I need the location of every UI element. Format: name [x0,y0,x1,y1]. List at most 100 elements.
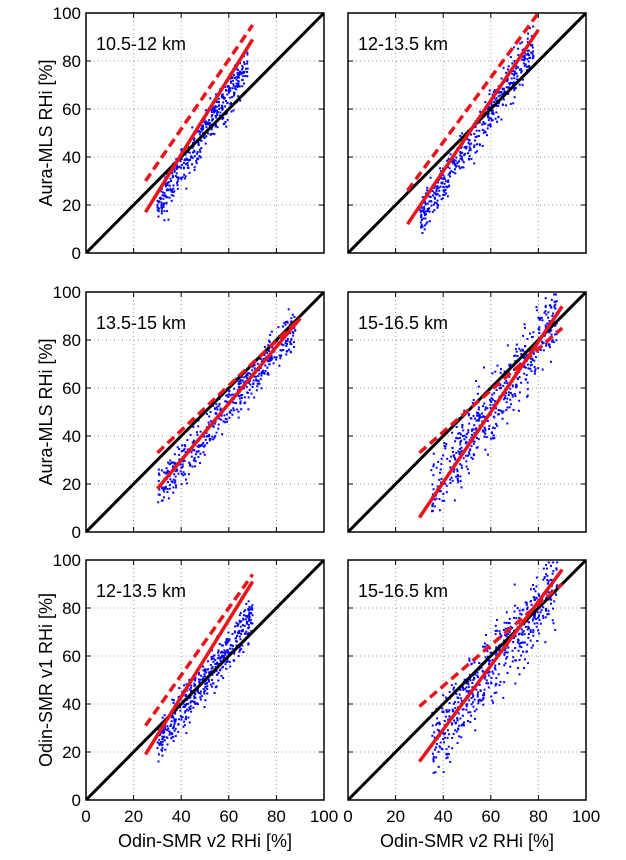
scatter-point [437,765,440,768]
scatter-point [199,698,202,701]
scatter-point [237,76,240,79]
scatter-point [256,362,259,365]
scatter-point [228,647,231,650]
scatter-point [446,457,449,460]
scatter-point [238,383,241,386]
scatter-point [447,753,450,756]
scatter-point [447,185,450,188]
scatter-point [516,78,519,81]
scatter-point [166,210,169,213]
scatter-point [442,189,445,192]
scatter-point [208,439,211,442]
scatter-point [508,617,511,620]
scatter-point [184,445,187,448]
scatter-point [492,701,495,704]
scatter-point [182,471,185,474]
scatter-point [458,724,461,727]
scatter-point [161,747,164,750]
scatter-point [458,432,461,435]
scatter-point [219,418,222,421]
scatter-point [181,449,184,452]
scatter-point [437,729,440,732]
scatter-point [531,57,534,60]
scatter-point [535,585,538,588]
scatter-point [212,424,215,427]
scatter-point [170,480,173,483]
scatter-point [478,121,481,124]
scatter-point [203,435,206,438]
scatter-point [246,616,249,619]
scatter-point [520,381,523,384]
scatter-point [542,349,545,352]
scatter-point [470,417,473,420]
scatter-point [255,375,258,378]
scatter-point [461,714,464,717]
axes-frame [85,12,325,254]
scatter-point [522,349,525,352]
scatter-point [161,754,164,757]
scatter-point [424,201,427,204]
scatter-point [290,321,293,324]
scatter-point [469,679,472,682]
scatter-point [494,629,497,632]
scatter-point [223,97,226,100]
scatter-point [467,454,470,457]
scatter-point [240,648,243,651]
scatter-point [467,413,470,416]
scatter-point [547,311,550,314]
scatter-point [482,131,485,134]
scatter-point [481,694,484,697]
scatter-point [204,675,207,678]
scatter-point [419,210,422,213]
scatter-point [172,725,175,728]
y-tick-label: 20 [62,743,81,762]
scatter-point [442,710,445,713]
scatter-point [504,394,507,397]
scatter-point [531,358,534,361]
scatter-point [526,388,529,391]
scatter-point [530,361,533,364]
scatter-point [484,429,487,432]
scatter-point [467,429,470,432]
scatter-point [203,120,206,123]
scatter-point [190,451,193,454]
scatter-point [526,363,529,366]
scatter-point [552,622,555,625]
scatter-point [502,384,505,387]
scatter-point [508,375,511,378]
scatter-point [179,160,182,163]
scatter-point [167,481,170,484]
scatter-point [445,159,448,162]
scatter-point [483,435,486,438]
scatter-point [520,71,523,74]
scatter-point [173,170,176,173]
scatter-point [424,210,427,213]
scatter-point [161,735,164,738]
scatter-point [491,398,494,401]
scatter-point [460,155,463,158]
scatter-point [530,600,533,603]
scatter-point [176,446,179,449]
scatter-point [290,343,293,346]
scatter-point [527,636,530,639]
scatter-point [168,730,171,733]
scatter-point [192,439,195,442]
scatter-point [517,47,520,50]
scatter-point [196,152,199,155]
scatter-point [526,337,529,340]
scatter-point [171,714,174,717]
scatter-point [487,686,490,689]
scatter-point [225,418,228,421]
scatter-point [232,407,235,410]
scatter-point [503,381,506,384]
scatter-point [432,474,435,477]
scatter-point [460,157,463,160]
scatter-point [163,210,166,213]
scatter-point [195,160,198,163]
scatter-point [488,425,491,428]
scatter-point [224,86,227,89]
scatter-point [465,690,468,693]
scatter-point [482,697,485,700]
scatter-point [538,614,541,617]
scatter-point [160,206,163,209]
